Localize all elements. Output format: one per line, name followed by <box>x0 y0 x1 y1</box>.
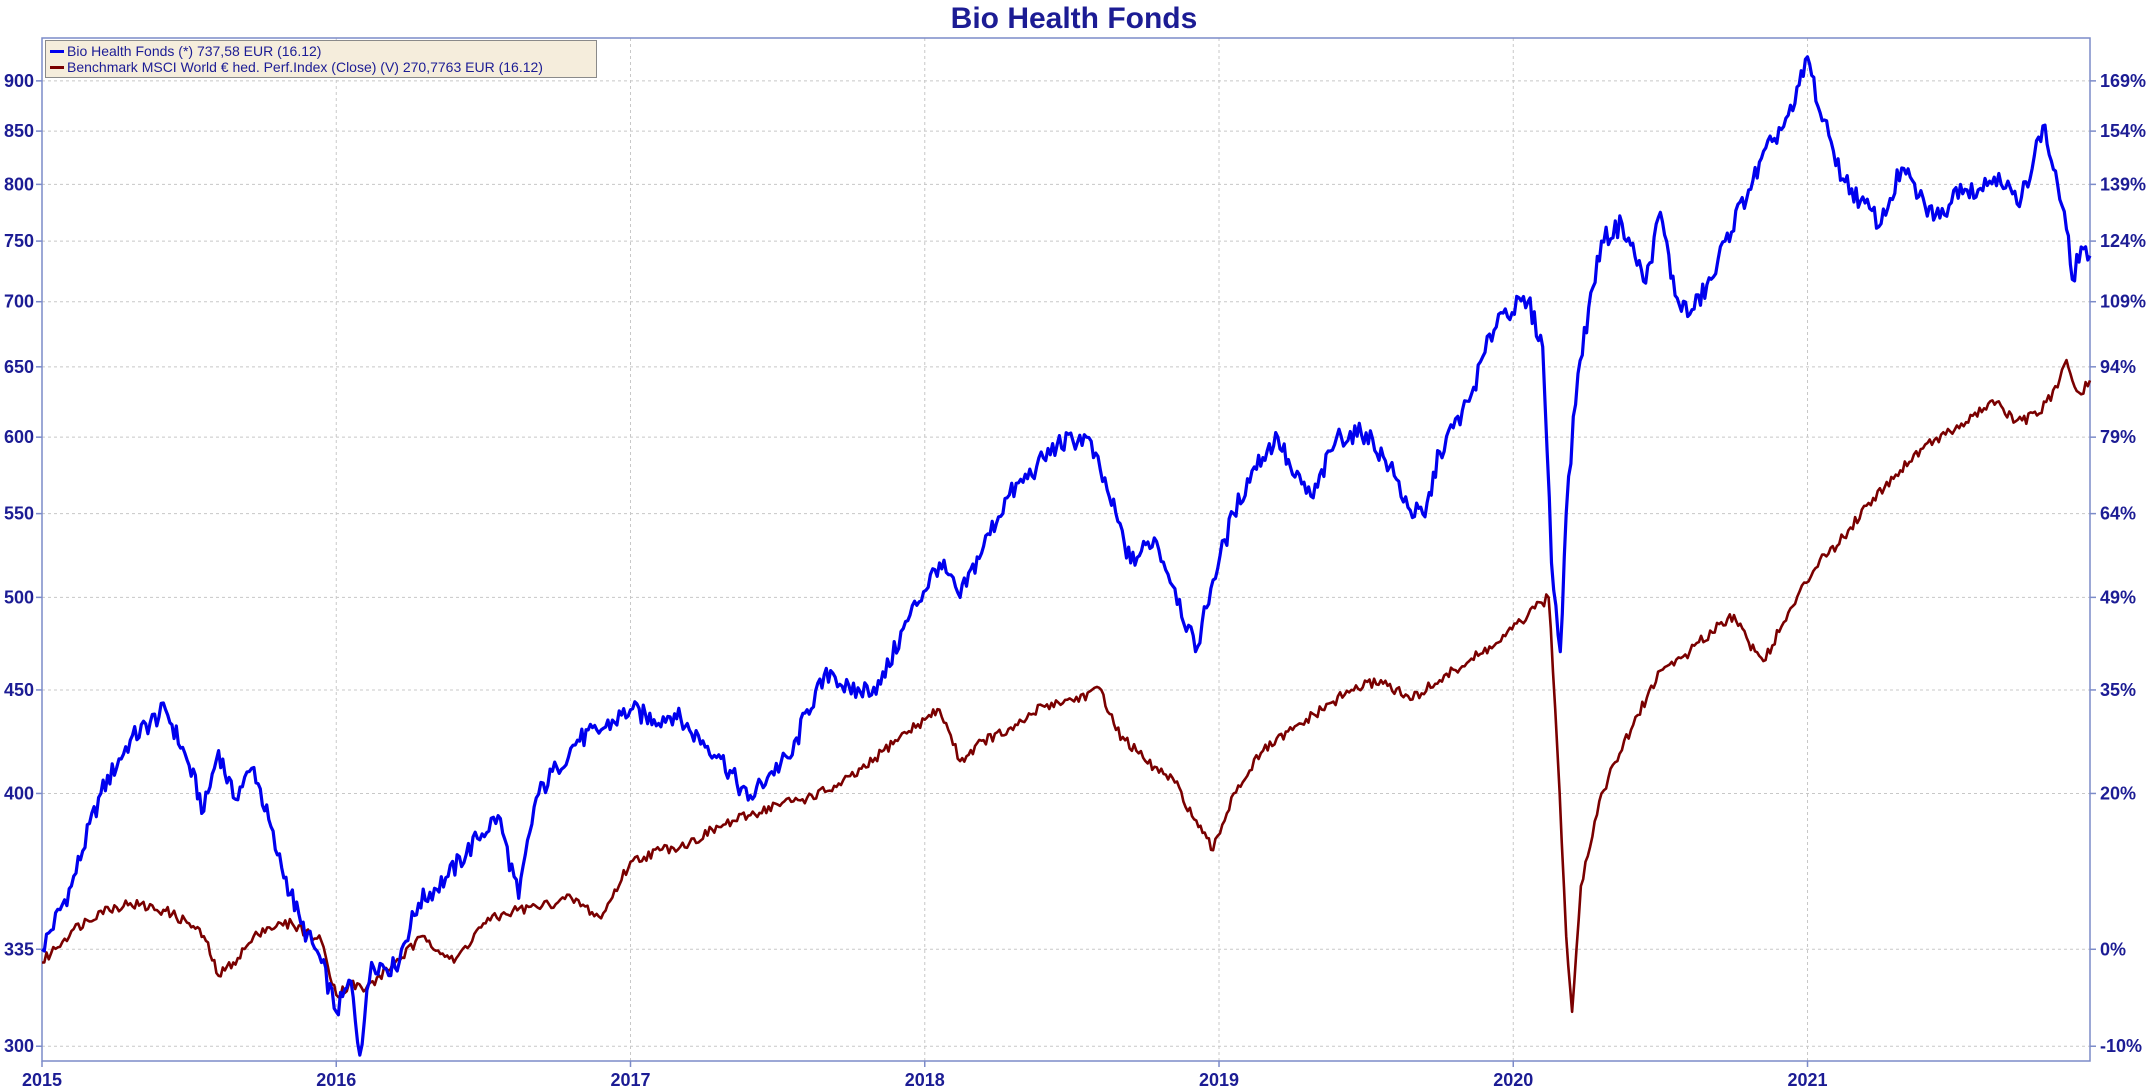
y-tick-label-right: 139% <box>2100 174 2146 194</box>
y-tick-label-left: 900 <box>4 71 34 91</box>
y-tick-label-right: 154% <box>2100 121 2146 141</box>
y-tick-label-left: 500 <box>4 587 34 607</box>
y-tick-label-right: 79% <box>2100 427 2136 447</box>
grid-lines <box>36 38 2096 1067</box>
y-tick-label-left: 600 <box>4 427 34 447</box>
legend-entry-benchmark: Benchmark MSCI World € hed. Perf.Index (… <box>50 59 592 75</box>
y-tick-label-right: 20% <box>2100 783 2136 803</box>
y-tick-label-left: 850 <box>4 121 34 141</box>
legend-swatch-benchmark <box>50 65 64 69</box>
plot-area-border <box>41 37 2091 1062</box>
series-line-fund <box>41 55 2092 1057</box>
y-tick-label-right: 94% <box>2100 357 2136 377</box>
legend: Bio Health Fonds (*) 737,58 EUR (16.12) … <box>45 40 597 78</box>
legend-label-benchmark: Benchmark MSCI World € hed. Perf.Index (… <box>67 59 543 75</box>
y-tick-label-right: 109% <box>2100 292 2146 312</box>
y-tick-label-left: 700 <box>4 292 34 312</box>
y-tick-label-right: 124% <box>2100 231 2146 251</box>
x-tick-label: 2017 <box>610 1070 650 1090</box>
y-tick-label-right: 49% <box>2100 587 2136 607</box>
y-tick-label-left: 650 <box>4 357 34 377</box>
y-tick-label-left: 750 <box>4 231 34 251</box>
y-tick-label-right: -10% <box>2100 1036 2142 1056</box>
y-tick-label-right: 0% <box>2100 939 2126 959</box>
x-tick-label: 2016 <box>316 1070 356 1090</box>
chart-title: Bio Health Fonds <box>950 2 1198 35</box>
y-tick-label-left: 335 <box>4 939 34 959</box>
series-line-benchmark <box>42 358 2092 1014</box>
y-tick-label-left: 550 <box>4 504 34 524</box>
tick-labels: 300 -10% 335 0% 400 20% 450 35% 500 49% 550 64% 600 7… <box>4 71 2146 1090</box>
legend-label-fund: Bio Health Fonds (*) 737,58 EUR (16.12) <box>67 43 322 59</box>
y-tick-label-right: 35% <box>2100 680 2136 700</box>
y-tick-label-right: 169% <box>2100 71 2146 91</box>
x-tick-label: 2015 <box>22 1070 62 1090</box>
series-lines <box>41 55 2092 1057</box>
y-tick-label-left: 450 <box>4 680 34 700</box>
x-tick-label: 2018 <box>905 1070 945 1090</box>
y-tick-label-left: 800 <box>4 174 34 194</box>
x-tick-label: 2019 <box>1199 1070 1239 1090</box>
legend-entry-fund: Bio Health Fonds (*) 737,58 EUR (16.12) <box>50 43 592 59</box>
x-tick-label: 2020 <box>1493 1070 1533 1090</box>
legend-swatch-fund <box>50 49 64 53</box>
y-tick-label-right: 64% <box>2100 504 2136 524</box>
y-tick-label-left: 300 <box>4 1036 34 1056</box>
y-tick-label-left: 400 <box>4 783 34 803</box>
x-tick-label: 2021 <box>1787 1070 1827 1090</box>
